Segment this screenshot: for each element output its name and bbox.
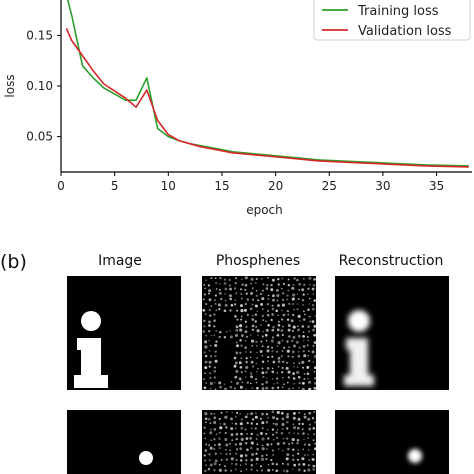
- x-tick-label: 30: [375, 179, 390, 193]
- loss-chart: 0 5 10 15 20 25 30 35 0.05 0.10 0.15 epoch loss Trai…: [3, 0, 472, 217]
- legend-box: [313, 0, 471, 41]
- column-title-reconstruction: Reconstruction: [338, 253, 444, 269]
- x-tick-label: 10: [161, 179, 176, 193]
- chart-axes: 0 5 10 15 20 25 30 35 0.05 0.10 0.15 epoch loss: [3, 0, 472, 217]
- image-tile-dot: [67, 410, 181, 474]
- y-axis-label: loss: [3, 74, 17, 97]
- x-axis-label: epoch: [246, 203, 283, 217]
- reconstruction-tile-dot: [335, 410, 449, 474]
- x-tick-label: 15: [214, 179, 229, 193]
- y-tick-label: 0.10: [26, 79, 53, 93]
- phosphene-grid: [203, 410, 316, 473]
- series-line-training-loss: [66, 0, 469, 167]
- series-line-validation-loss: [65, 27, 469, 168]
- y-tick-label: 0.15: [26, 28, 53, 42]
- chart-series: [65, 0, 469, 168]
- reconstruction-tile-letter-i: [335, 276, 449, 390]
- x-tick-label: 5: [111, 179, 119, 193]
- column-title-phosphenes: Phosphenes: [215, 253, 301, 269]
- phosphene-grid: [202, 276, 316, 390]
- phosphenes-tile-dot: [202, 410, 316, 474]
- phosphenes-tile-letter-i: [202, 276, 316, 390]
- x-tick-label: 35: [429, 179, 444, 193]
- legend-entry: Validation loss: [358, 24, 452, 39]
- x-tick-label: 0: [57, 179, 65, 193]
- image-tile-letter-i: [67, 276, 181, 390]
- x-tick-label: 25: [322, 179, 337, 193]
- x-tick-label: 20: [268, 179, 283, 193]
- legend-entry: Training loss: [357, 4, 439, 19]
- y-tick-label: 0.05: [26, 130, 53, 144]
- panel-b-label: (b): [0, 251, 27, 273]
- column-title-image: Image: [98, 253, 142, 269]
- chart-legend: Training loss Validation loss: [313, 0, 471, 41]
